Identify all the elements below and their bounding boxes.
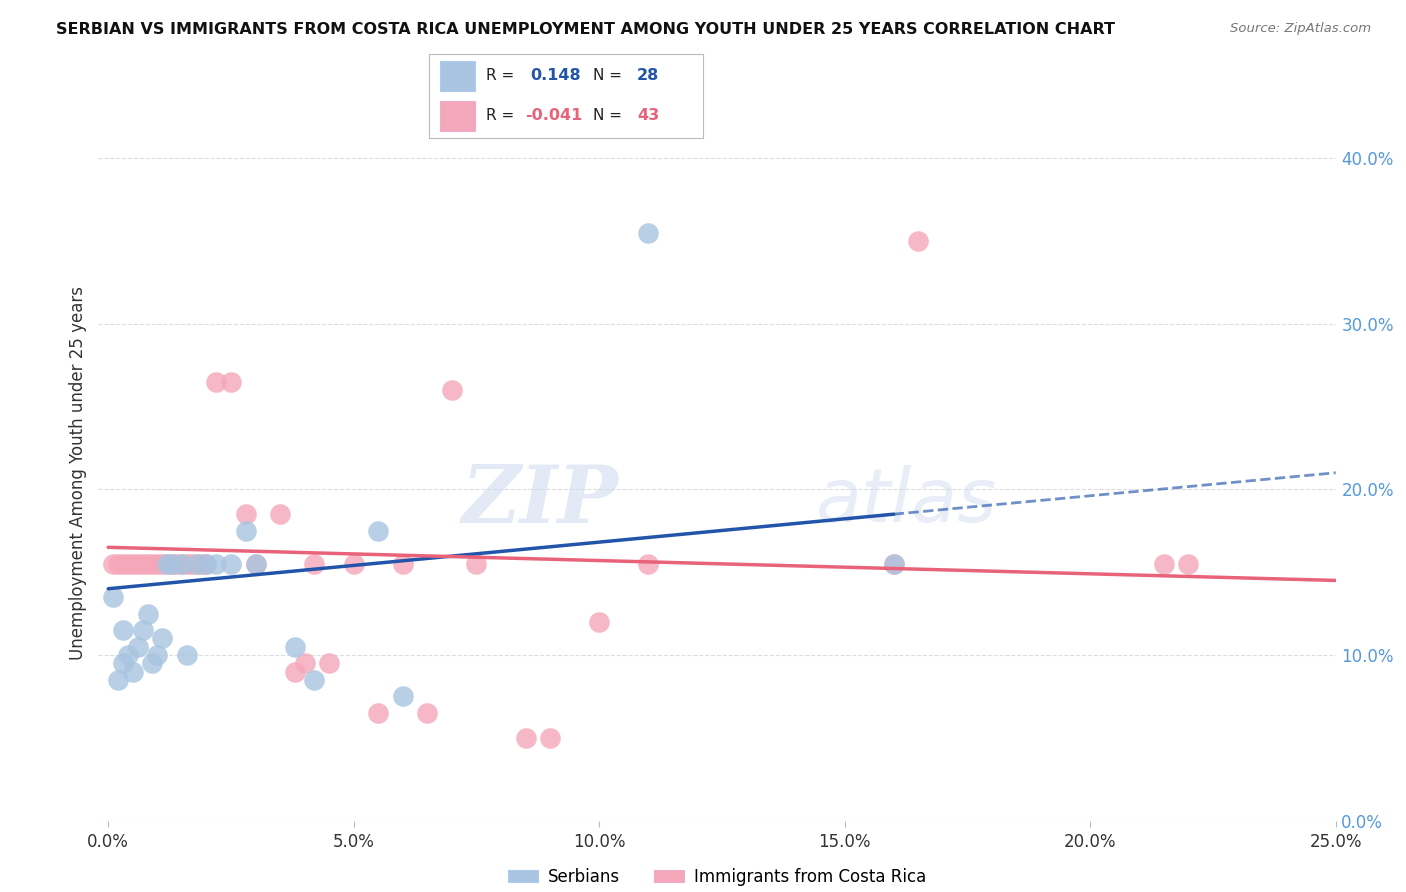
Point xyxy=(1177,557,1199,571)
Point xyxy=(150,632,173,646)
Point xyxy=(166,557,188,571)
Point xyxy=(269,507,291,521)
Point xyxy=(588,615,610,629)
FancyBboxPatch shape xyxy=(440,101,475,130)
Point xyxy=(465,557,488,571)
Text: 43: 43 xyxy=(637,108,659,123)
Point xyxy=(195,557,218,571)
Text: SERBIAN VS IMMIGRANTS FROM COSTA RICA UNEMPLOYMENT AMONG YOUTH UNDER 25 YEARS CO: SERBIAN VS IMMIGRANTS FROM COSTA RICA UN… xyxy=(56,22,1115,37)
Point xyxy=(284,640,307,654)
Point xyxy=(131,623,153,637)
Point xyxy=(190,557,212,571)
Point xyxy=(170,557,193,571)
Point xyxy=(318,657,340,671)
Point xyxy=(883,557,905,571)
Point xyxy=(392,690,415,704)
Text: N =: N = xyxy=(593,108,623,123)
Point xyxy=(146,648,169,662)
Point xyxy=(343,557,366,571)
Point xyxy=(416,706,439,720)
Point xyxy=(235,507,257,521)
Point xyxy=(160,557,183,571)
Point xyxy=(127,557,149,571)
Point xyxy=(121,665,143,679)
Point xyxy=(176,557,198,571)
Point xyxy=(294,657,316,671)
Point xyxy=(121,557,143,571)
Point xyxy=(1153,557,1175,571)
Y-axis label: Unemployment Among Youth under 25 years: Unemployment Among Youth under 25 years xyxy=(69,285,87,660)
Point xyxy=(141,657,163,671)
Point xyxy=(170,557,193,571)
Point xyxy=(117,557,139,571)
Text: atlas: atlas xyxy=(815,465,997,537)
Point xyxy=(107,673,129,687)
Point xyxy=(440,383,463,397)
Point xyxy=(156,557,179,571)
Point xyxy=(367,706,389,720)
Point xyxy=(245,557,267,571)
Text: R =: R = xyxy=(486,69,515,84)
Point xyxy=(101,590,124,604)
Point xyxy=(111,557,134,571)
Point xyxy=(637,557,659,571)
Point xyxy=(284,665,307,679)
Point xyxy=(304,673,326,687)
Point xyxy=(150,557,173,571)
Point xyxy=(117,648,139,662)
Point xyxy=(538,731,561,745)
Text: Source: ZipAtlas.com: Source: ZipAtlas.com xyxy=(1230,22,1371,36)
Point xyxy=(136,607,159,621)
Point xyxy=(637,226,659,240)
Point xyxy=(186,557,208,571)
Point xyxy=(245,557,267,571)
Point xyxy=(205,375,228,389)
Point xyxy=(205,557,228,571)
Text: N =: N = xyxy=(593,69,623,84)
Point xyxy=(101,557,124,571)
Text: 0.148: 0.148 xyxy=(530,69,581,84)
Point xyxy=(219,375,242,389)
Point xyxy=(146,557,169,571)
Point xyxy=(107,557,129,571)
Point xyxy=(883,557,905,571)
Point xyxy=(136,557,159,571)
Point xyxy=(127,640,149,654)
Point xyxy=(367,524,389,538)
Point xyxy=(180,557,202,571)
Point xyxy=(111,657,134,671)
Point xyxy=(186,557,208,571)
Legend: Serbians, Immigrants from Costa Rica: Serbians, Immigrants from Costa Rica xyxy=(502,861,932,892)
Point xyxy=(111,623,134,637)
Point xyxy=(235,524,257,538)
Point xyxy=(195,557,218,571)
Point xyxy=(156,557,179,571)
FancyBboxPatch shape xyxy=(440,62,475,91)
Text: 28: 28 xyxy=(637,69,659,84)
Point xyxy=(131,557,153,571)
Text: -0.041: -0.041 xyxy=(524,108,582,123)
Text: R =: R = xyxy=(486,108,515,123)
Point xyxy=(160,557,183,571)
Text: ZIP: ZIP xyxy=(461,462,619,540)
Point xyxy=(907,234,929,248)
Point xyxy=(176,648,198,662)
Point xyxy=(141,557,163,571)
Point xyxy=(304,557,326,571)
Point xyxy=(219,557,242,571)
Point xyxy=(515,731,537,745)
Point xyxy=(392,557,415,571)
